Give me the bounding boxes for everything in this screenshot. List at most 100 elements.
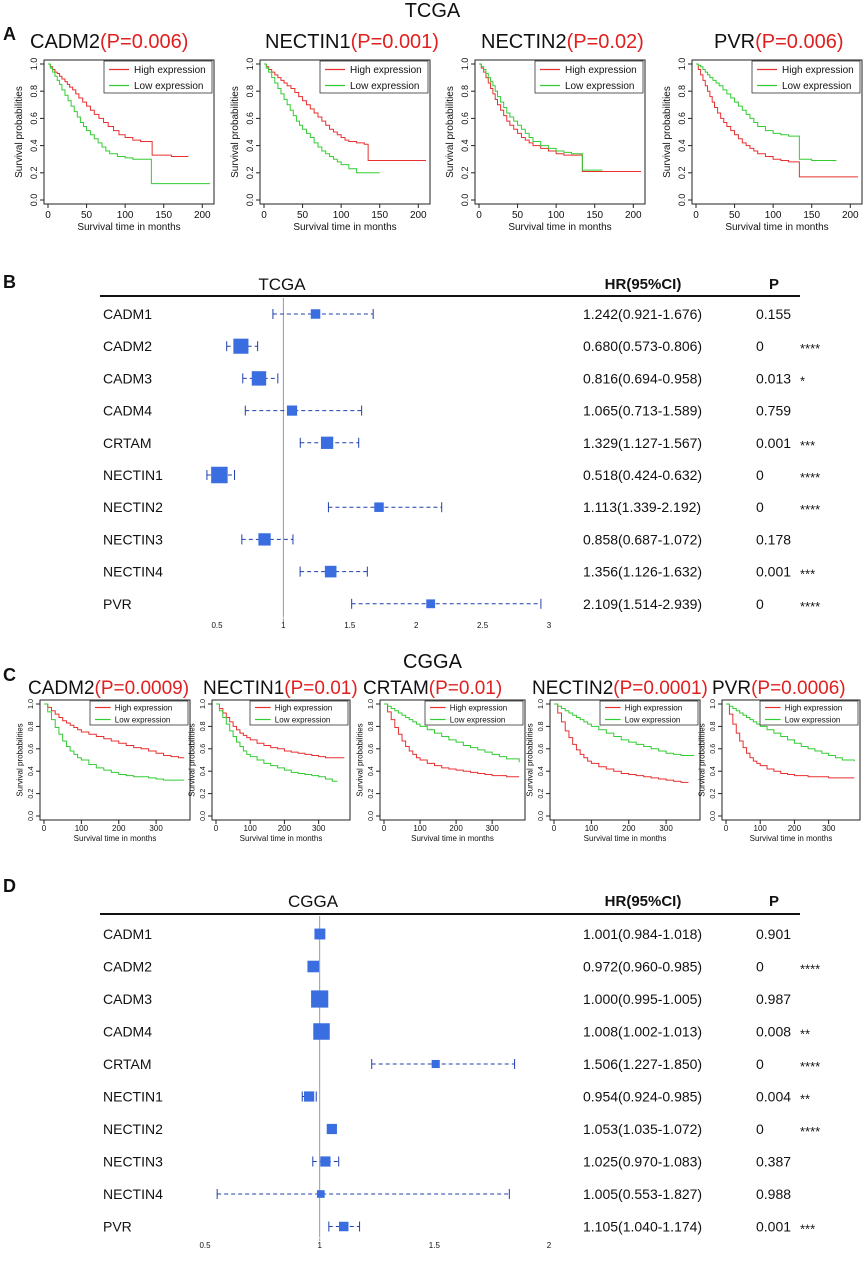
forest-stars: **** [800,1059,820,1074]
forest-p-value: 0.001 [756,435,791,451]
forest-point-estimate [338,1221,349,1232]
km-xtick-label-C1: 300 [149,824,163,833]
forest-stars: ** [800,1092,810,1107]
km-title-A3: NECTIN2(P=0.02) [481,31,644,53]
km-pvalue-label: (P=0.01) [284,678,357,699]
forest-hr-ci-value: 1.005(0.553-1.827) [583,1186,702,1202]
km-xtick-label-C2: 200 [278,824,292,833]
km-curve-C4-1 [554,703,695,757]
km-pvalue-label: (P=0.001) [351,31,439,53]
km-ylabel-A2: Survival probabilities [230,86,241,178]
km-xtick-label-A1: 200 [194,210,211,221]
km-curve-C1-0 [44,703,185,759]
forest-point-estimate [304,1091,315,1102]
km-xtick-label-A2: 50 [297,210,309,221]
km-ylabel-C2: Survival probabilities [187,723,196,796]
forest-gene-label: CADM3 [103,991,152,1007]
forest-gene-label: NECTIN2 [103,499,163,515]
km-pvalue-label: (P=0.02) [567,31,644,53]
forest-point-estimate [324,565,337,578]
forest-hr-ci-value: 0.680(0.573-0.806) [583,338,702,354]
forest-title-B: TCGA [258,275,306,294]
km-legend-label-A1: High expression [134,65,206,76]
km-curve-C5-1 [726,703,855,762]
forest-hr-ci-value: 1.506(1.227-1.850) [583,1056,702,1072]
km-ylabel-A4: Survival probabilities [662,86,673,178]
km-pvalue-label: (P=0.0001) [613,678,708,699]
km-xtick-label-C5: 100 [754,824,768,833]
km-xlabel-C3: Survival time in months [411,834,494,843]
forest-hr-ci-value: 0.954(0.924-0.985) [583,1089,702,1105]
km-ylabel-C3: Survival probabilities [355,723,364,796]
forest-xtick-label: 1.5 [344,621,356,630]
km-curve-A3-1 [479,63,603,171]
forest-hr-ci-value: 1.000(0.995-1.005) [583,991,702,1007]
forest-p-header-D: P [769,893,779,910]
forest-stars: **** [800,962,820,977]
km-xtick-label-A3: 0 [476,210,482,221]
forest-point-estimate [426,599,436,609]
km-xtick-label-A2: 200 [410,210,427,221]
km-ytick-label-C2: 0.6 [198,744,207,754]
forest-p-value: 0.004 [756,1089,791,1105]
km-curve-A3-0 [479,63,641,172]
km-title-C5: PVR(P=0.0006) [712,678,846,699]
km-ytick-label-C4: 0.6 [536,744,545,754]
km-xtick-label-C4: 100 [585,824,599,833]
km-frame-A1 [43,59,215,205]
forest-stars: **** [800,1124,820,1139]
km-ytick-label-A1: 1.0 [29,58,39,71]
km-curve-A2-0 [264,63,426,162]
km-xtick-label-A3: 200 [625,210,642,221]
km-xlabel-C2: Survival time in months [240,834,323,843]
km-ytick-label-C3: 0.8 [366,721,375,731]
km-ytick-label-A3: 0.2 [460,167,470,180]
forest-gene-label: NECTIN4 [103,1186,163,1202]
km-curve-A2-1 [264,63,380,174]
km-legend-box-A3 [534,60,644,94]
panel-label-d: D [3,876,16,896]
km-ylabel-C1: Survival probabilities [15,723,24,796]
km-gene-label: CADM2 [30,31,100,53]
forest-p-value: 0.759 [756,403,791,419]
km-xtick-label-A4: 0 [693,210,699,221]
forest-xtick-label: 1 [281,621,286,630]
km-xtick-label-A4: 200 [842,210,859,221]
km-legend-label-C5: Low expression [785,715,841,724]
km-ytick-label-A4: 0.8 [677,85,687,98]
forest-hr-ci-value: 0.518(0.424-0.632) [583,467,702,483]
km-ytick-label-A2: 0.8 [245,85,255,98]
km-curve-A1-1 [48,63,210,185]
km-gene-label: NECTIN2 [532,678,613,699]
km-legend-label-A4: High expression [782,65,854,76]
forest-hr-ci-value: 1.008(1.002-1.013) [583,1024,702,1040]
km-ytick-label-A3: 1.0 [460,58,470,71]
km-ytick-label-A4: 1.0 [677,58,687,71]
km-legend-label-C1: Low expression [115,715,171,724]
km-legend-label-C5: High expression [785,703,842,712]
km-ylabel-A3: Survival probabilities [445,86,456,178]
forest-p-value: 0 [756,1056,764,1072]
forest-gene-label: CADM3 [103,370,152,386]
km-xlabel-C5: Survival time in months [750,834,833,843]
forest-xtick-label: 0.5 [211,621,223,630]
km-ytick-label-A1: 0.2 [29,167,39,180]
km-ytick-label-C2: 0.4 [198,766,207,776]
forest-hr-ci-value: 0.858(0.687-1.072) [583,531,702,547]
forest-stars: *** [800,1222,815,1237]
km-pvalue-label: (P=0.01) [429,678,502,699]
forest-hr-header-D: HR(95%CI) [605,893,682,910]
km-gene-label: CADM2 [28,678,95,699]
forest-p-value: 0.387 [756,1154,791,1170]
km-xtick-label-A4: 100 [765,210,782,221]
forest-hr-ci-value: 1.065(0.713-1.589) [583,403,702,419]
forest-hr-ci-value: 1.113(1.339-2.192) [583,499,701,515]
km-title-C4: NECTIN2(P=0.0001) [532,678,708,699]
km-xtick-label-A1: 150 [155,210,172,221]
forest-stars: **** [800,502,820,517]
km-frame-C2 [211,699,351,821]
forest-point-estimate [314,928,326,940]
km-ytick-label-C3: 0.4 [366,766,375,776]
km-xtick-label-C1: 200 [112,824,126,833]
km-ytick-label-A4: 0.2 [677,167,687,180]
